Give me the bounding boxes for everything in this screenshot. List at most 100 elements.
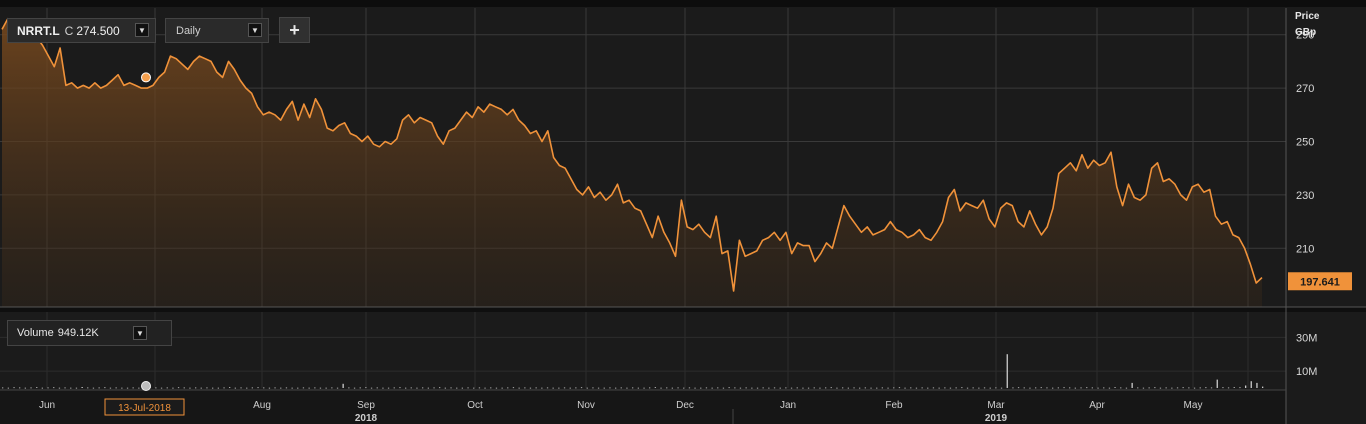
- volume-bar: [308, 387, 310, 389]
- volume-bar: [1125, 387, 1128, 389]
- volume-bar: [177, 387, 180, 389]
- volume-bar: [643, 387, 645, 389]
- volume-bar: [285, 387, 288, 389]
- symbol-selector[interactable]: NRRT.L C 274.500 ▼: [7, 18, 156, 43]
- date-tooltip-box: [104, 398, 185, 416]
- volume-bar: [677, 387, 679, 389]
- volume-bar: [1108, 387, 1111, 389]
- volume-bar: [915, 387, 918, 389]
- volume-bar: [728, 387, 730, 389]
- volume-bar: [836, 387, 838, 389]
- chevron-down-icon[interactable]: ▼: [133, 326, 147, 340]
- volume-bar: [1199, 387, 1201, 389]
- volume-bar: [1080, 387, 1082, 389]
- volume-bar: [1103, 387, 1105, 389]
- volume-bar: [632, 387, 634, 389]
- volume-bar: [819, 387, 821, 389]
- volume-bar: [739, 387, 742, 389]
- volume-bar: [1086, 387, 1088, 389]
- volume-bar: [1000, 387, 1003, 389]
- volume-bar: [109, 387, 112, 389]
- close-value: 274.500: [76, 23, 120, 38]
- volume-bar: [206, 387, 208, 389]
- volume-bar: [1250, 381, 1252, 388]
- volume-bar: [552, 387, 554, 389]
- volume-bar: [910, 387, 912, 389]
- volume-bar: [949, 387, 952, 389]
- volume-bar: [722, 387, 725, 389]
- volume-bar: [331, 387, 333, 389]
- volume-hover-marker[interactable]: [141, 381, 151, 391]
- volume-bar: [569, 387, 571, 389]
- month-tick-label: Sep: [357, 400, 375, 411]
- volume-bar: [694, 387, 696, 389]
- volume-bar: [768, 387, 770, 389]
- volume-bar: [246, 387, 248, 389]
- volume-bar: [603, 387, 605, 389]
- volume-bar: [1165, 387, 1167, 389]
- volume-bar: [1097, 387, 1099, 389]
- volume-tick-label: 10M: [1296, 366, 1317, 378]
- volume-bar: [944, 387, 946, 389]
- last-price-tag: [1288, 272, 1352, 291]
- volume-bar: [223, 387, 225, 389]
- volume-bar: [92, 387, 95, 389]
- volume-bar: [586, 387, 588, 389]
- volume-bar: [7, 387, 9, 389]
- volume-bar: [615, 387, 617, 389]
- volume-bar: [280, 387, 282, 389]
- price-hover-marker[interactable]: [141, 72, 151, 83]
- volume-bar: [762, 387, 764, 389]
- chevron-down-icon[interactable]: ▼: [135, 23, 149, 37]
- date-tooltip-label: 13-Jul-2018: [118, 403, 171, 414]
- volume-bar: [541, 387, 543, 389]
- volume-bar: [1245, 385, 1247, 388]
- volume-bar: [359, 387, 361, 389]
- volume-bar: [217, 387, 219, 389]
- volume-bar: [1063, 387, 1065, 389]
- volume-indicator-selector[interactable]: Volume 949.12K ▼: [7, 320, 172, 346]
- volume-bar: [932, 387, 935, 389]
- volume-bar: [756, 387, 759, 389]
- volume-bar: [876, 387, 878, 389]
- add-indicator-button[interactable]: +: [279, 17, 310, 43]
- volume-bar: [1233, 387, 1235, 388]
- volume-bar: [1091, 387, 1093, 389]
- volume-bar: [518, 387, 520, 389]
- volume-bar: [183, 387, 185, 389]
- volume-bar: [575, 387, 577, 389]
- price-tick-label: 210: [1296, 243, 1314, 255]
- volume-bar: [70, 387, 72, 389]
- volume-bar: [660, 387, 662, 389]
- volume-bar: [887, 387, 889, 389]
- volume-bar: [370, 387, 373, 389]
- volume-bar: [734, 387, 736, 389]
- volume-bar: [75, 387, 78, 389]
- month-tick-label: May: [1184, 400, 1203, 411]
- volume-bar: [473, 387, 475, 389]
- interval-dropdown[interactable]: Daily ▼: [165, 18, 269, 43]
- volume-bar: [1029, 387, 1031, 389]
- volume-bar: [382, 387, 384, 389]
- volume-bar: [807, 387, 810, 389]
- price-axis-label: Price: [1295, 11, 1320, 22]
- month-tick-label: Aug: [253, 400, 271, 411]
- volume-bar: [751, 387, 753, 389]
- volume-bar: [1210, 387, 1213, 389]
- volume-bar: [961, 387, 963, 389]
- volume-bar: [1074, 387, 1076, 389]
- month-tick-label: Jun: [39, 400, 55, 411]
- volume-bar: [24, 387, 26, 389]
- symbol-label: NRRT.L: [17, 23, 60, 38]
- volume-bar: [1188, 387, 1190, 389]
- volume-bar: [501, 387, 503, 389]
- volume-label: Volume: [17, 327, 54, 339]
- chevron-down-icon[interactable]: ▼: [248, 23, 262, 37]
- volume-bar: [376, 387, 378, 389]
- volume-bar: [938, 387, 940, 389]
- month-tick-label: Dec: [676, 400, 694, 411]
- volume-bar: [41, 387, 43, 389]
- volume-bar: [257, 387, 259, 389]
- volume-bar: [853, 387, 855, 389]
